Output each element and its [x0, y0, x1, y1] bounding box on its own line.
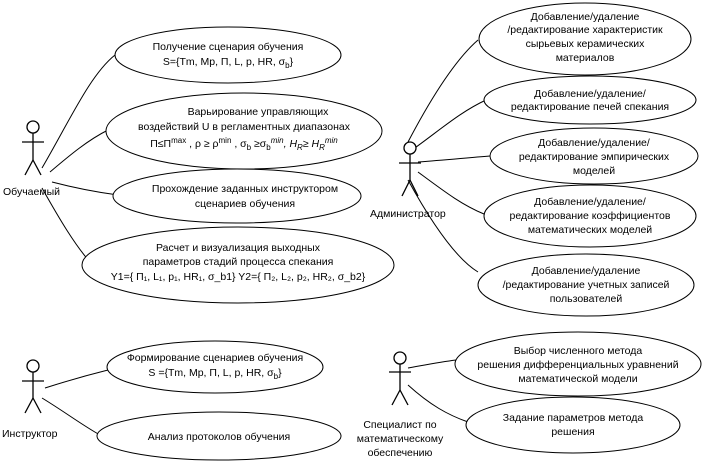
- usecase-label-line-4: материалов: [556, 52, 615, 64]
- usecase-label-line-1: Получение сценария обучения: [153, 41, 304, 53]
- usecase-label-line-2: решения: [551, 426, 594, 438]
- usecase-label-line-3: П≤Пmax , ρ ≥ ρmin , σb ≥σbmin, HR≥ HRmin: [150, 136, 338, 152]
- usecase-label-line-1: Формирование сценариев обучения: [127, 352, 303, 364]
- usecase-label-line-1: Выбор численного метода: [514, 345, 643, 357]
- usecase-get-scenario[interactable]: Получение сценария обучения S={Tm, Mp, П…: [114, 26, 342, 84]
- assoc-learner-vary-controls: [49, 129, 109, 173]
- actor-label: Обучаемый: [3, 186, 60, 198]
- actor-label: Администратор: [370, 208, 446, 220]
- usecase-calc-output[interactable]: Расчет и визуализация выходных параметро…: [81, 226, 395, 304]
- actor-label: Инструктор: [2, 428, 58, 440]
- usecase-label-line-1: Добавление/удаление: [532, 265, 641, 277]
- usecase-label-line-3: математической модели: [518, 373, 637, 385]
- assoc-admin-edit-materials: [407, 39, 479, 143]
- usecase-label-line-1: Анализ протоколов обучения: [148, 431, 290, 443]
- actor-label-line-1: Специалист по: [363, 419, 436, 431]
- assoc-specialist-set-params: [407, 384, 469, 423]
- usecase-label-line-2: /редактирование учетных записей: [503, 279, 670, 291]
- usecase-edit-accounts[interactable]: Добавление/удаление /редактирование учет…: [477, 253, 695, 317]
- stick-figure-icon: [389, 351, 411, 406]
- usecase-label-line-1: Прохождение заданных инструктором: [152, 183, 338, 195]
- assoc-admin-edit-accounts: [407, 179, 479, 273]
- assoc-instructor-form-scenarios: [44, 369, 109, 389]
- usecase-choose-method[interactable]: Выбор численного метода решения дифферен…: [454, 331, 702, 397]
- stick-figure-icon: [22, 120, 44, 176]
- actor-admin[interactable]: Администратор: [370, 141, 446, 220]
- usecase-pass-scenarios[interactable]: Прохождение заданных инструктором сценар…: [112, 168, 362, 224]
- usecase-label-line-2: S={Tm, Mp, П, L, p, HR, σb}: [163, 56, 294, 70]
- usecase-edit-furnaces[interactable]: Добавление/удаление/ редактирование пече…: [483, 75, 697, 125]
- usecase-set-method-params[interactable]: Задание параметров метода решения: [465, 396, 681, 454]
- usecase-label-line-2: редактирование коэффициентов: [510, 210, 671, 222]
- usecase-label-line-3: моделей: [573, 165, 615, 177]
- assoc-specialist-choose-method: [407, 359, 457, 369]
- usecase-label-line-2: редактирование эмпирических: [519, 151, 670, 163]
- usecase-label-line-1: Добавление/удаление: [531, 11, 640, 23]
- stick-figure-icon: [22, 359, 44, 414]
- actor-learner[interactable]: Обучаемый: [3, 120, 60, 198]
- usecase-analyze-logs[interactable]: Анализ протоколов обучения: [96, 411, 342, 461]
- usecase-label-line-2: сценариев обучения: [195, 198, 295, 210]
- usecase-vary-controls[interactable]: Варьирование управляющих воздействий U в…: [105, 92, 383, 170]
- usecase-label-line-1: Варьирование управляющих: [188, 106, 330, 118]
- assoc-learner-get-scenario: [41, 54, 116, 169]
- associations: [41, 39, 491, 436]
- usecase-label-line-1: Задание параметров метода: [503, 412, 644, 424]
- usecase-label-line-2: S ={Tm, Mp, П, L, p, HR, σb}: [148, 367, 282, 381]
- usecase-label-line-2: /редактирование характеристик: [507, 24, 663, 36]
- assoc-admin-edit-models: [417, 155, 491, 163]
- usecase-edit-materials[interactable]: Добавление/удаление /редактирование хара…: [478, 2, 692, 76]
- usecase-label-line-2: параметров стадий процесса спекания: [143, 256, 334, 268]
- usecase-label-line-3: Y1={ П₁, L₁, p₁, HR₁, σ_b1} Y2={ П₂, L₂,…: [111, 271, 366, 283]
- assoc-admin-edit-furnaces: [411, 99, 487, 151]
- actor-math-specialist[interactable]: Специалист по математическому обеспечени…: [357, 351, 444, 459]
- stick-figure-icon: [399, 141, 421, 197]
- usecase-label-line-1: Расчет и визуализация выходных: [156, 242, 321, 254]
- usecase-label-line-3: математических моделей: [528, 224, 652, 236]
- assoc-admin-edit-coefficients: [417, 171, 485, 215]
- usecase-edit-coefficients[interactable]: Добавление/удаление/ редактирование коэф…: [483, 184, 697, 248]
- actor-instructor[interactable]: Инструктор: [2, 359, 58, 440]
- usecase-label-line-2: редактирование печей спекания: [511, 101, 669, 113]
- usecase-label-line-1: Добавление/удаление/: [534, 88, 646, 100]
- actor-label-line-3: обеспечению: [368, 447, 433, 459]
- usecase-form-scenarios[interactable]: Формирование сценариев обучения S ={Tm, …: [106, 340, 324, 394]
- assoc-instructor-analyze-logs: [41, 397, 101, 436]
- usecase-label-line-2: решения дифференциальных уравнений: [477, 359, 678, 371]
- actor-label-line-2: математическому: [357, 433, 444, 445]
- assoc-learner-calc-output: [41, 187, 91, 263]
- usecase-label-line-3: пользователей: [550, 293, 623, 305]
- usecase-label-line-1: Добавление/удаление/: [534, 196, 646, 208]
- usecase-edit-models[interactable]: Добавление/удаление/ редактирование эмпи…: [489, 127, 699, 185]
- usecase-label-line-2: воздействий U в регламентных диапазонах: [138, 121, 351, 133]
- usecase-label-line-3: сырьевых керамических: [526, 38, 646, 50]
- assoc-learner-pass-scenarios: [51, 181, 119, 196]
- usecase-label-line-1: Добавление/удаление/: [538, 137, 650, 149]
